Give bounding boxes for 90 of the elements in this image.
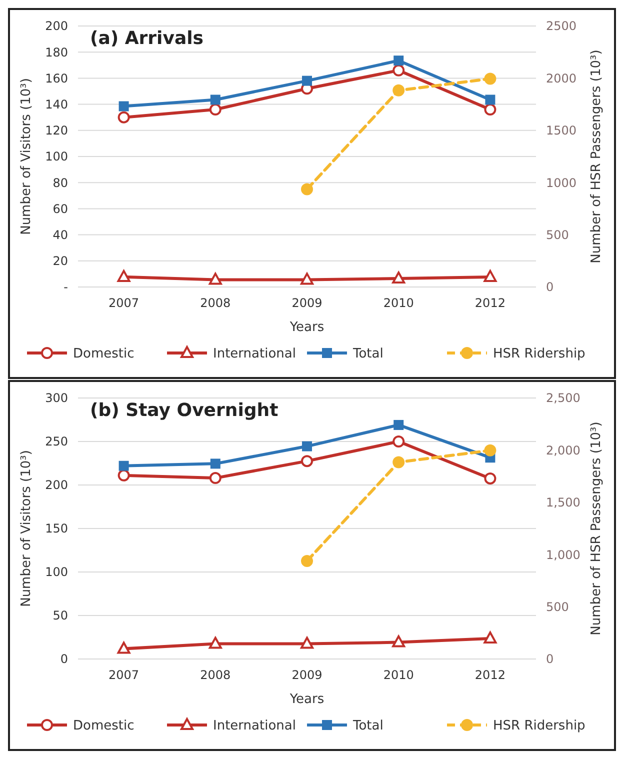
y-tick-label: 40 <box>52 228 68 242</box>
point <box>118 101 129 112</box>
y2-tick-label: 1,000 <box>546 548 580 562</box>
point <box>484 472 496 484</box>
point <box>209 104 222 116</box>
point <box>210 94 220 105</box>
y2-tick-label: 0 <box>546 652 554 666</box>
point <box>302 76 312 86</box>
point <box>392 64 405 76</box>
y-tick-label: 180 <box>45 45 68 60</box>
legend-label: Total <box>352 718 384 734</box>
point <box>392 456 405 468</box>
legend-label: HSR Ridership <box>493 718 586 734</box>
chart-title: (b) Stay Overnight <box>90 400 279 421</box>
x-axis-title: Years <box>288 320 324 335</box>
x-tick-label: 2007 <box>108 668 140 682</box>
legend-label: Total <box>352 346 384 362</box>
y-tick-label: 300 <box>45 391 68 406</box>
y-tick-label: 200 <box>45 19 68 34</box>
y2-tick-label: 1000 <box>546 176 577 190</box>
y-tick-label: 50 <box>52 608 68 623</box>
y2-tick-label: 500 <box>546 600 569 614</box>
y2-tick-label: 2500 <box>546 19 577 34</box>
point <box>118 111 130 124</box>
point <box>392 635 406 648</box>
point <box>117 270 130 282</box>
point <box>485 94 496 105</box>
point <box>392 84 405 96</box>
point <box>394 420 404 430</box>
x-tick-label: 2007 <box>108 296 140 310</box>
x-tick-label: 2009 <box>292 296 322 310</box>
y2-tick-label: 2,500 <box>546 391 580 406</box>
y-tick-label: - <box>64 280 68 294</box>
y-tick-label: 120 <box>45 124 68 138</box>
y2-tick-label: 2,000 <box>546 443 580 458</box>
point <box>117 642 130 654</box>
y-tick-label: 150 <box>45 522 68 536</box>
y-tick-label: 0 <box>60 652 68 666</box>
point <box>301 455 313 468</box>
y2-tick-label: 500 <box>546 228 569 242</box>
y-tick-label: 100 <box>45 150 68 164</box>
legend-label: HSR Ridership <box>493 346 586 362</box>
y-axis-title: Number of Visitors (10³) <box>19 78 34 235</box>
y-tick-label: 80 <box>52 176 68 190</box>
y-axis-title: Number of Visitors (10³) <box>19 450 34 607</box>
x-tick-label: 2008 <box>200 296 231 310</box>
y2-tick-label: 0 <box>546 280 554 294</box>
point <box>300 636 314 649</box>
legend-label: Domestic <box>73 346 134 362</box>
point <box>118 460 129 471</box>
x-tick-label: 2012 <box>474 296 506 310</box>
x-axis-title: Years <box>288 692 324 707</box>
y-tick-label: 250 <box>45 434 68 449</box>
y-tick-label: 60 <box>52 202 68 216</box>
point <box>210 458 220 469</box>
point <box>392 272 406 284</box>
point <box>208 636 222 649</box>
y2-axis-title: Number of HSR Passengers (10³) <box>589 422 604 636</box>
point <box>484 270 497 282</box>
point <box>209 472 222 484</box>
point <box>302 441 312 452</box>
y-tick-label: 160 <box>45 71 68 86</box>
point <box>392 436 405 448</box>
x-tick-label: 2008 <box>200 668 231 682</box>
x-tick-label: 2012 <box>474 668 506 682</box>
y2-axis-title: Number of HSR Passengers (10³) <box>589 50 604 264</box>
point <box>208 272 222 285</box>
chart-title: (a) Arrivals <box>90 28 204 49</box>
y-tick-label: 20 <box>52 254 68 268</box>
legend-label: International <box>213 718 296 734</box>
y2-tick-label: 1,500 <box>546 496 580 510</box>
y-tick-label: 100 <box>45 565 68 580</box>
point <box>484 72 496 85</box>
point <box>394 56 404 66</box>
point <box>484 104 496 116</box>
y-tick-label: 200 <box>45 478 68 492</box>
x-tick-label: 2009 <box>292 668 322 682</box>
y2-tick-label: 1500 <box>546 124 577 138</box>
point <box>484 444 496 456</box>
point <box>118 469 130 482</box>
point <box>301 183 313 196</box>
y-tick-label: 140 <box>45 98 68 112</box>
x-tick-label: 2010 <box>383 668 414 682</box>
legend-label: International <box>213 346 296 362</box>
x-tick-label: 2010 <box>383 296 414 310</box>
point <box>301 554 313 567</box>
y2-tick-label: 2000 <box>546 71 577 86</box>
point <box>484 631 497 644</box>
point <box>300 272 314 285</box>
legend-label: Domestic <box>73 718 134 734</box>
